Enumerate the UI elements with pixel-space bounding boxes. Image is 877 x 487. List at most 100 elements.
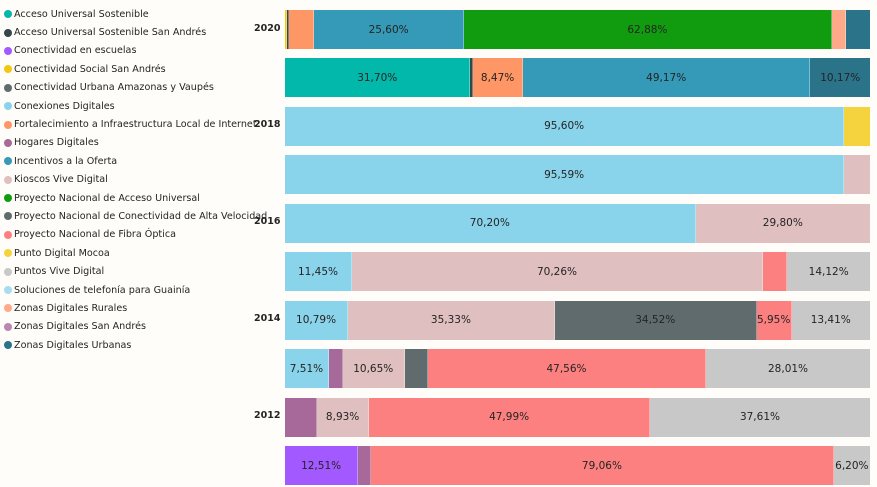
legend-item[interactable]: Proyecto Nacional de Fibra Óptica [4,226,256,244]
legend-dot-icon [4,322,12,331]
bar-segment[interactable]: 28,01% [706,349,870,389]
bar-segment[interactable]: 37,61% [649,397,870,437]
bar-segment[interactable]: 8,47% [473,58,523,98]
y-axis-tick-label: 2020 [254,22,281,34]
bar-segment[interactable]: 62,88% [463,10,832,49]
bar-segment[interactable]: 49,17% [522,58,811,98]
bar-segment[interactable]: 5,95% [756,300,792,340]
legend-dot-icon [4,249,12,258]
bar-segment[interactable] [286,10,289,49]
legend-item[interactable]: Soluciones de telefonía para Guainía [4,281,256,299]
legend-item[interactable]: Fortalecimiento a Infraestructura Local … [4,115,257,133]
bar-segment[interactable] [288,10,315,49]
bar-segment[interactable]: 14,12% [787,252,870,292]
data-label: 37,61% [739,411,780,424]
y-axis-tick-label: 2018 [254,119,281,131]
legend-dot-icon [4,65,12,74]
bar-segment[interactable] [470,58,474,98]
data-label: 29,80% [762,217,803,230]
y-axis-tick-label: 2016 [254,216,281,228]
legend-item[interactable]: Proyecto Nacional de Conectividad de Alt… [4,207,267,225]
legend-item[interactable]: Zonas Digitales Urbanas [4,336,256,354]
legend-label: Incentivos a la Oferta [14,155,118,167]
bar-segment[interactable]: 10,79% [285,300,349,340]
bar-segment[interactable] [844,106,870,146]
data-label: 35,33% [430,314,471,327]
legend-item[interactable]: Zonas Digitales Rurales [4,299,256,317]
legend-item[interactable]: Conexiones Digitales [4,97,256,115]
legend-dot-icon [4,212,12,221]
bar-segment[interactable]: 31,70% [285,58,471,98]
data-label: 47,56% [546,362,587,375]
legend-label: Conectividad Social San Andrés [14,63,166,75]
bar-segment[interactable]: 35,33% [348,300,555,340]
legend-item[interactable]: Punto Digital Mocoa [4,244,256,262]
bar-segment[interactable]: 70,26% [351,252,763,292]
data-label: 47,99% [489,411,530,424]
bar-segment[interactable]: 79,06% [371,446,834,486]
bar-segment[interactable]: 7,51% [285,349,329,389]
data-label: 13,41% [810,314,851,327]
bar-segment[interactable]: 47,99% [369,397,650,437]
legend-dot-icon [4,83,12,92]
legend-dot-icon [4,10,12,19]
bar-segment[interactable]: 25,60% [314,10,464,49]
legend-item[interactable]: Hogares Digitales [4,134,256,152]
bar-segment[interactable]: 10,17% [810,58,870,98]
bar-segment[interactable] [285,397,317,437]
data-label: 6,20% [835,459,869,472]
bar-segment[interactable]: 95,60% [285,106,845,146]
stacked-bar: 95,59% [285,155,870,195]
bar-segment[interactable] [844,155,870,195]
legend-label: Proyecto Nacional de Acceso Universal [14,192,200,204]
legend-item[interactable]: Conectividad en escuelas [4,42,256,60]
stacked-bar: 11,45% 70,26% 14,12% [285,252,870,292]
legend-dot-icon [4,175,12,184]
bar-segment[interactable]: 11,45% [285,252,352,292]
data-label: 31,70% [357,71,398,84]
legend-item[interactable]: Puntos Vive Digital [4,262,256,280]
legend-label: Hogares Digitales [14,137,99,149]
bar-segment[interactable]: 34,52% [554,300,757,340]
legend-dot-icon [4,230,12,239]
legend-dot-icon [4,102,12,111]
stacked-bar: 25,60% 62,88% [285,10,870,49]
bar-segment[interactable]: 8,93% [316,397,370,437]
legend-label: Punto Digital Mocoa [14,247,110,259]
legend-label: Kioscos Vive Digital [14,174,108,186]
bar-segment[interactable]: 10,65% [342,349,405,389]
bar-segment[interactable]: 6,20% [833,446,870,486]
bar-segment[interactable] [328,349,343,389]
bar-segment[interactable] [404,349,428,389]
data-label: 70,26% [536,265,577,278]
legend-label: Zonas Digitales San Andrés [14,321,146,333]
legend-item[interactable]: Conectividad Social San Andrés [4,60,256,78]
bar-segment[interactable] [831,10,846,49]
legend-dot-icon [4,286,12,295]
bar-segment[interactable] [285,10,287,49]
stacked-bar: 95,60% [285,106,870,146]
data-label: 62,88% [627,23,668,36]
bar-segment[interactable]: 12,51% [285,446,359,486]
legend-item[interactable]: Zonas Digitales San Andrés [4,318,256,336]
bar-segment[interactable] [358,446,372,486]
legend-label: Fortalecimiento a Infraestructura Local … [14,119,257,131]
bar-segment[interactable] [845,10,870,49]
legend-item[interactable]: Acceso Universal Sostenible San Andrés [4,23,256,41]
bar-segment[interactable]: 95,59% [285,155,845,195]
legend-dot-icon [4,28,12,37]
legend-item[interactable]: Kioscos Vive Digital [4,171,256,189]
legend-item[interactable]: Acceso Universal Sostenible [4,5,256,23]
legend-item[interactable]: Proyecto Nacional de Acceso Universal [4,189,256,207]
data-label: 8,93% [325,411,360,424]
legend-item[interactable]: Incentivos a la Oferta [4,152,256,170]
bar-segment[interactable]: 47,56% [427,349,707,389]
bar-segment[interactable]: 13,41% [791,300,870,340]
data-label: 79,06% [581,459,622,472]
bar-segment[interactable]: 70,20% [285,203,696,243]
data-label: 14,12% [808,265,849,278]
y-axis-tick-label: 2012 [254,410,281,422]
bar-segment[interactable]: 29,80% [695,203,870,243]
bar-segment[interactable] [762,252,788,292]
legend-item[interactable]: Conectividad Urbana Amazonas y Vaupés [4,79,256,97]
